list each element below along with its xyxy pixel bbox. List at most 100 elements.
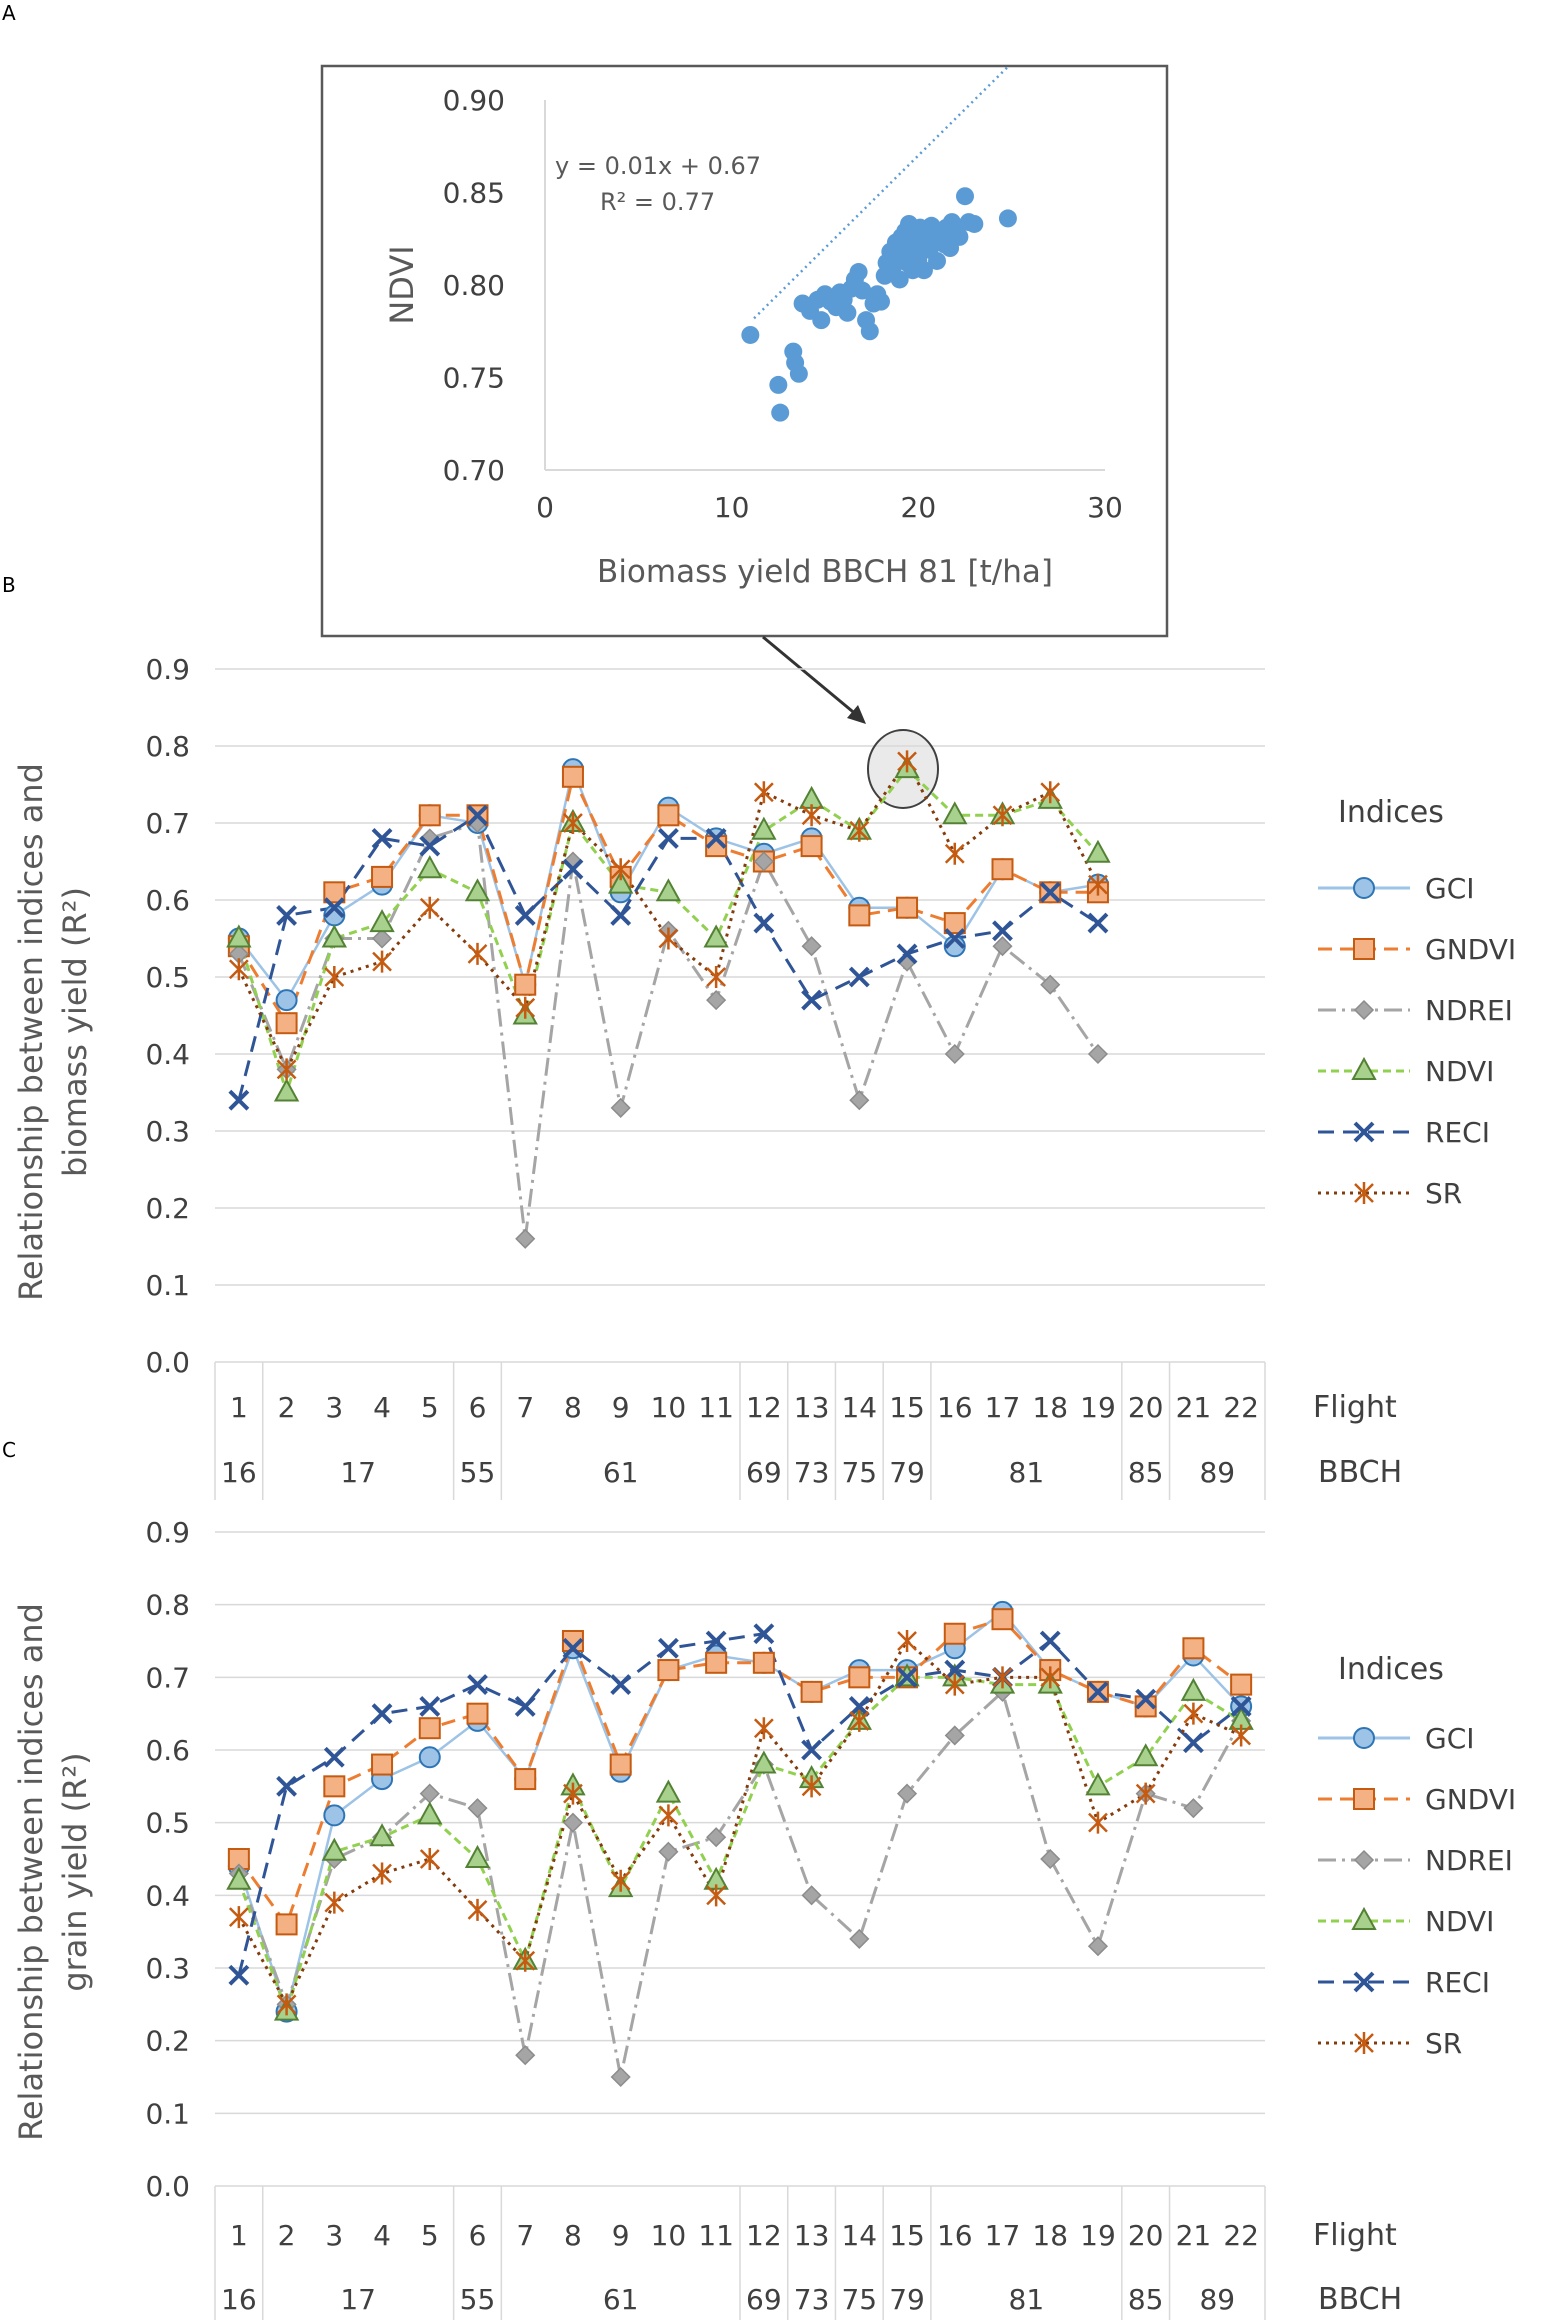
scatter-point <box>872 292 890 311</box>
b-bbch-label: 79 <box>889 1456 925 1489</box>
b-marker-sr <box>419 896 440 919</box>
c-y-tick: 0.7 <box>145 1661 190 1694</box>
c-flight-tick: 18 <box>1032 2219 1068 2252</box>
c-bbch-label: 17 <box>340 2283 376 2316</box>
b-legend-label-ndvi: NDVI <box>1425 1055 1494 1088</box>
b-y-tick: 0.4 <box>145 1038 190 1071</box>
grain-bbch-label: BBCH <box>1318 2282 1402 2317</box>
scatter-y-label: NDVI <box>383 245 421 324</box>
b-marker-sr <box>706 966 727 988</box>
b-marker-reci <box>992 920 1013 942</box>
c-bbch-label: 85 <box>1128 2283 1164 2316</box>
c-marker-ndrei <box>610 2066 631 2088</box>
b-marker-sr <box>849 819 870 842</box>
b-marker-gndvi <box>800 835 823 858</box>
b-legend-marker-gndvi <box>1353 938 1375 960</box>
c-marker-ndrei <box>562 1812 584 1833</box>
scatter-x-ticks: 0 10 20 30 <box>536 491 1123 524</box>
c-y-tick: 0.1 <box>145 2097 190 2130</box>
c-legend-marker-reci <box>1353 1971 1375 1993</box>
b-marker-sr <box>467 942 488 965</box>
b-y-tick: 0.2 <box>145 1192 190 1225</box>
c-marker-gndvi <box>371 1753 394 1776</box>
b-flight-tick: 11 <box>698 1391 734 1424</box>
c-marker-sr <box>706 1884 727 1907</box>
c-flight-tick: 22 <box>1223 2219 1259 2252</box>
b-bbch-label: 69 <box>746 1456 782 1489</box>
b-marker-ndrei <box>371 928 393 949</box>
biomass-y-ticks: 0.0 0.1 0.2 0.3 0.4 0.5 0.6 0.7 0.8 0.9 <box>145 653 190 1379</box>
c-marker-sr <box>1183 1702 1204 1725</box>
b-flight-tick: 19 <box>1080 1391 1116 1424</box>
b-marker-sr <box>515 996 536 1019</box>
b-marker-reci <box>467 804 488 826</box>
c-marker-reci <box>610 1674 632 1696</box>
b-marker-ndrei <box>992 936 1013 957</box>
c-marker-reci <box>323 1746 345 1768</box>
scatter-panel: 0.70 0.75 0.80 0.85 0.90 0 10 20 30 y = 0.01x +… <box>320 64 1169 638</box>
c-marker-ndvi <box>417 1801 443 1825</box>
scatter-x-tick: 0 <box>536 491 554 524</box>
b-flight-tick: 12 <box>746 1391 782 1424</box>
c-marker-ndvi <box>321 1837 348 1861</box>
biomass-legend: GCI GNDVI NDREI NDVI RECI SR <box>1318 872 1516 1210</box>
c-marker-reci <box>276 1775 298 1797</box>
c-marker-ndrei <box>849 1928 870 1949</box>
scatter-x-tick: 10 <box>714 491 750 524</box>
c-marker-sr <box>563 1782 583 1805</box>
biomass-series <box>226 750 1111 1249</box>
c-marker-ndvi <box>655 1779 682 1803</box>
c-bbch-label: 75 <box>841 2283 877 2316</box>
b-bbch-label: 81 <box>1009 1456 1045 1489</box>
b-marker-sr <box>610 858 631 881</box>
c-flight-tick: 12 <box>746 2219 782 2252</box>
b-marker-gndvi <box>323 881 346 904</box>
b-marker-ndrei <box>849 1090 870 1111</box>
c-marker-gndvi <box>323 1775 346 1798</box>
c-bbch-label: 81 <box>1009 2283 1045 2316</box>
c-marker-ndrei <box>467 1798 488 1819</box>
scatter-equation: y = 0.01x + 0.67 <box>555 152 761 180</box>
c-flight-tick: 8 <box>564 2219 582 2252</box>
scatter-point <box>769 375 788 394</box>
b-marker-ndvi <box>226 924 252 948</box>
b-flight-tick: 15 <box>889 1391 925 1424</box>
scatter-point <box>890 270 909 289</box>
scatter-y-tick: 0.85 <box>443 177 505 210</box>
c-marker-gndvi <box>418 1717 441 1740</box>
b-legend-label-sr: SR <box>1425 1177 1462 1210</box>
b-marker-reci <box>1087 912 1109 934</box>
b-flight-tick: 17 <box>985 1391 1021 1424</box>
b-legend-marker-reci <box>1353 1121 1375 1143</box>
c-marker-sr <box>515 1949 536 1972</box>
c-marker-gndvi <box>1182 1637 1205 1660</box>
c-flight-tick: 13 <box>794 2219 830 2252</box>
c-marker-sr <box>944 1673 965 1696</box>
b-marker-reci <box>753 912 775 934</box>
c-marker-reci <box>705 1630 727 1652</box>
c-marker-sr <box>372 1862 392 1885</box>
b-marker-ndvi <box>607 870 634 894</box>
c-y-tick: 0.8 <box>145 1589 190 1622</box>
c-marker-ndrei <box>1087 1936 1109 1957</box>
b-flight-tick: 5 <box>421 1391 439 1424</box>
b-marker-sr <box>658 927 679 950</box>
b-bbch-label: 75 <box>841 1456 877 1489</box>
b-flight-tick: 8 <box>564 1391 582 1424</box>
scatter-r2: R² = 0.77 <box>600 188 715 216</box>
b-legend-label-reci: RECI <box>1425 1116 1490 1149</box>
b-bbch-label: 89 <box>1199 1456 1235 1489</box>
b-y-tick: 0.0 <box>145 1346 190 1379</box>
b-flight-tick: 6 <box>469 1391 487 1424</box>
scatter-point <box>956 187 974 206</box>
c-bbch-label: 69 <box>746 2283 782 2316</box>
c-marker-sr <box>276 1993 297 2016</box>
c-marker-sr <box>610 1869 631 1892</box>
c-marker-reci <box>753 1623 775 1645</box>
c-marker-sr <box>1231 1724 1252 1747</box>
c-flight-tick: 11 <box>698 2219 734 2252</box>
b-marker-ndrei <box>801 936 822 957</box>
scatter-point <box>928 251 946 270</box>
biomass-legend-title: Indices <box>1338 795 1444 830</box>
scatter-point <box>789 364 808 383</box>
